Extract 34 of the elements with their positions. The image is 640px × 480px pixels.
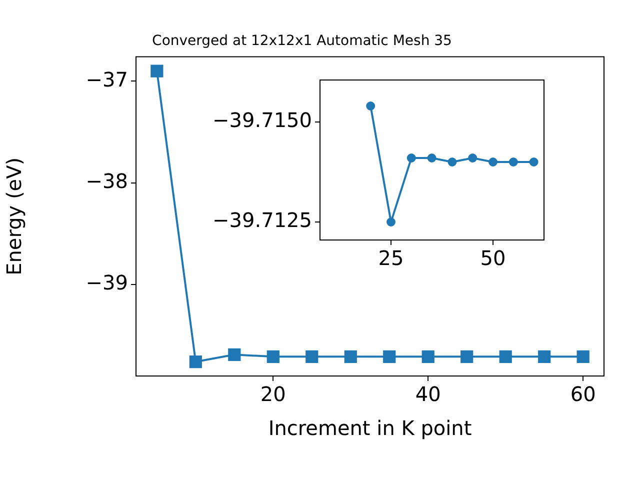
y-axis-title: Energy (eV) xyxy=(2,157,26,276)
x-tick-label: 25 xyxy=(378,246,404,270)
x-tick-label: 60 xyxy=(570,382,596,406)
point xyxy=(266,350,280,363)
point xyxy=(499,350,512,363)
point xyxy=(386,218,396,226)
x-tick-label: 20 xyxy=(260,382,286,406)
point xyxy=(228,348,241,361)
y-tick-label: −39 xyxy=(86,270,128,295)
y-tick-label: −37 xyxy=(86,67,128,92)
y-tick-label: −38 xyxy=(86,169,128,194)
y-tick-label: −39.7125 xyxy=(212,208,312,232)
x-axis-title: Increment in K point xyxy=(268,416,472,440)
chart-title: Converged at 12x12x1 Automatic Mesh 35 xyxy=(152,33,452,50)
point xyxy=(189,355,202,368)
point xyxy=(427,154,436,162)
point xyxy=(422,350,434,363)
point xyxy=(468,154,478,162)
point xyxy=(448,158,457,166)
point xyxy=(383,350,396,363)
point xyxy=(508,158,518,166)
point xyxy=(576,350,590,363)
point xyxy=(529,158,538,166)
x-tick-label: 40 xyxy=(415,382,441,406)
point xyxy=(150,64,164,78)
point xyxy=(366,102,376,110)
y-tick-label: −39.7150 xyxy=(212,108,312,132)
point xyxy=(488,158,498,166)
point xyxy=(538,350,551,363)
point xyxy=(460,350,474,363)
point xyxy=(306,350,318,363)
point xyxy=(344,350,357,363)
x-tick-label: 50 xyxy=(480,246,506,270)
point xyxy=(406,154,416,162)
